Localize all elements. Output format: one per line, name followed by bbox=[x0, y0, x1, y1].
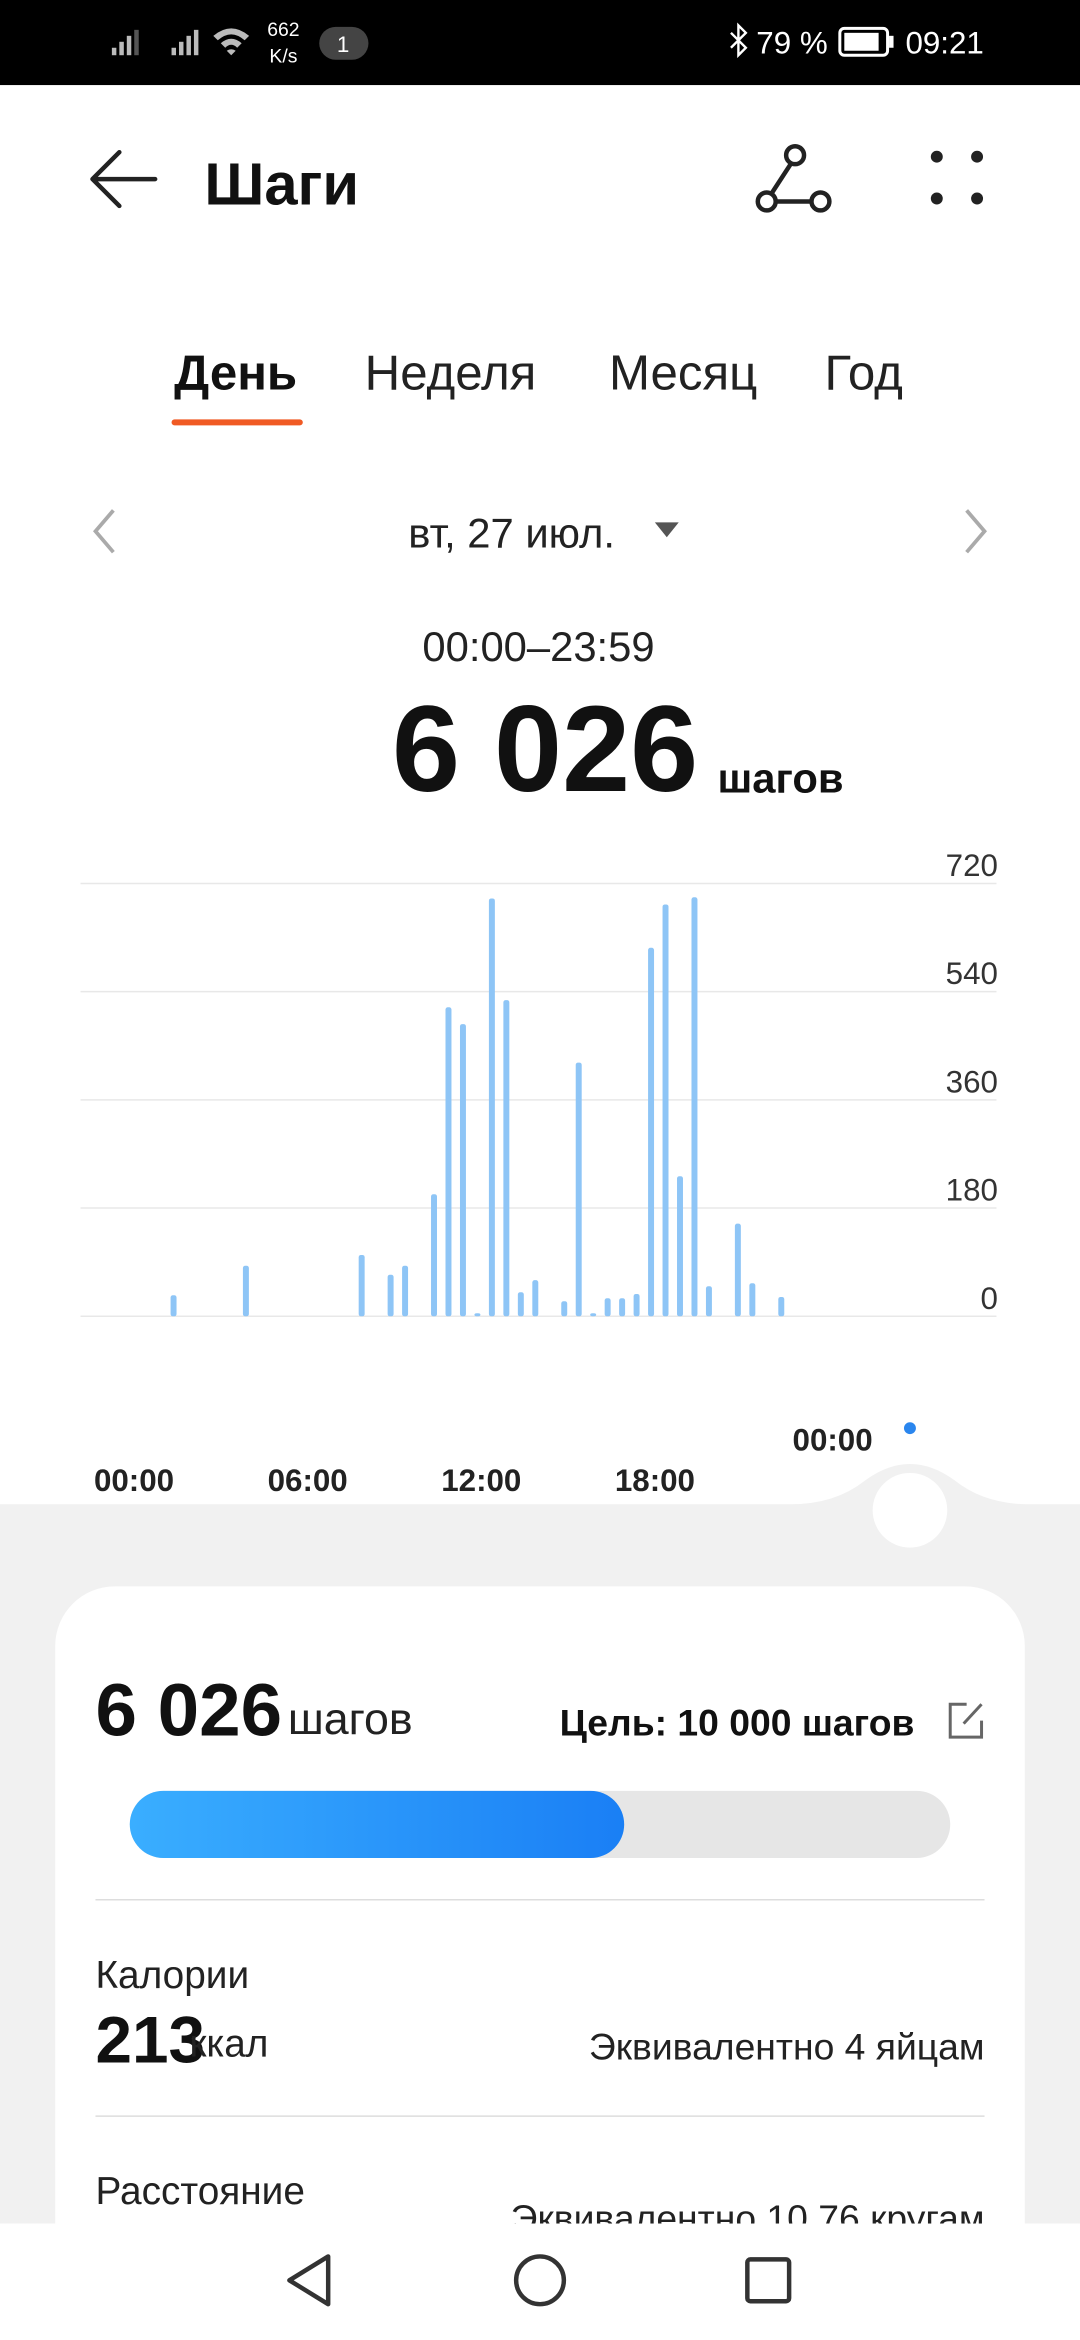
bar bbox=[734, 1223, 741, 1317]
signal-icons bbox=[111, 28, 250, 56]
total-steps-unit: шагов bbox=[718, 754, 844, 801]
bar bbox=[170, 1295, 177, 1317]
battery-tip bbox=[889, 35, 894, 48]
battery-level bbox=[844, 32, 879, 51]
progress-fill bbox=[129, 1790, 625, 1858]
network-speed: 662 bbox=[267, 19, 299, 41]
more-menu[interactable] bbox=[930, 150, 984, 205]
bar bbox=[561, 1301, 568, 1317]
bar bbox=[459, 1024, 466, 1317]
x-tick-label: 12:00 bbox=[441, 1463, 521, 1498]
nav-bar bbox=[0, 2223, 1080, 2340]
bar bbox=[604, 1298, 611, 1317]
goal: Цель: 10 000 шагов bbox=[560, 1702, 915, 1744]
tab[interactable]: Месяц bbox=[609, 345, 757, 400]
y-tick-label: 720 bbox=[946, 848, 998, 883]
clock: 09:21 bbox=[905, 26, 983, 61]
battery-icon bbox=[838, 26, 890, 57]
nav-back[interactable] bbox=[287, 2254, 331, 2307]
calories-title: Калории bbox=[95, 1954, 249, 1997]
bar bbox=[488, 898, 495, 1317]
nav-recents[interactable] bbox=[745, 2257, 792, 2304]
cursor-dot bbox=[903, 1422, 916, 1435]
network-speed-unit: K/s bbox=[269, 46, 297, 68]
calories-unit: ккал bbox=[189, 2022, 268, 2065]
bar bbox=[445, 1007, 452, 1317]
tab[interactable]: Неделя bbox=[365, 345, 537, 400]
bar bbox=[503, 1000, 510, 1317]
bar bbox=[677, 1176, 683, 1317]
notification-count: 1 bbox=[337, 32, 349, 57]
bar bbox=[619, 1298, 626, 1317]
bar bbox=[648, 947, 655, 1317]
bar bbox=[633, 1294, 640, 1317]
route-button[interactable] bbox=[755, 144, 832, 213]
bar bbox=[532, 1280, 539, 1317]
bar bbox=[705, 1286, 712, 1317]
calories-equivalent: Эквивалентно 4 яйцам bbox=[589, 2025, 985, 2067]
x-tick-label: 18:00 bbox=[615, 1463, 695, 1498]
bar bbox=[590, 1313, 597, 1317]
bar bbox=[474, 1313, 481, 1317]
tab[interactable]: День bbox=[174, 345, 297, 400]
bar bbox=[517, 1292, 524, 1317]
date[interactable]: вт, 27 июл. bbox=[408, 510, 615, 557]
chart: 0 180 360 540 720 00:00 06:00 12:00 18:00 00:00 bbox=[80, 848, 998, 1498]
y-tick-label: 180 bbox=[946, 1173, 998, 1208]
bar bbox=[778, 1297, 785, 1317]
bar bbox=[749, 1283, 756, 1317]
bar bbox=[402, 1265, 409, 1317]
previous-day[interactable] bbox=[93, 509, 115, 554]
x-tick-label: 00:00 bbox=[94, 1463, 174, 1498]
bar bbox=[575, 1062, 582, 1317]
tab-indicator bbox=[171, 419, 303, 426]
notification-badge bbox=[319, 26, 369, 60]
nav-home[interactable] bbox=[513, 2254, 567, 2307]
distance-equivalent: Эквивалентно 10,76 кругам bbox=[511, 2197, 985, 2239]
bar bbox=[691, 897, 698, 1317]
time-range: 00:00–23:59 bbox=[422, 623, 654, 670]
y-tick-label: 360 bbox=[946, 1064, 998, 1099]
y-tick-label: 540 bbox=[946, 956, 998, 991]
bar bbox=[387, 1274, 394, 1317]
steps-value: 6 026 bbox=[95, 1668, 282, 1752]
steps-unit: шагов bbox=[288, 1694, 413, 1744]
cursor-handle[interactable] bbox=[872, 1472, 948, 1548]
battery-percent: 79 % bbox=[756, 26, 827, 61]
total-steps: 6 026 bbox=[392, 680, 698, 817]
page-title: Шаги bbox=[204, 150, 359, 217]
edit-goal[interactable] bbox=[948, 1702, 984, 1739]
bar bbox=[358, 1254, 365, 1317]
bluetooth-icon bbox=[730, 22, 748, 59]
cursor-label: 00:00 bbox=[793, 1423, 873, 1458]
y-tick-label: 0 bbox=[981, 1281, 998, 1316]
bar bbox=[431, 1194, 437, 1317]
back-button[interactable] bbox=[90, 149, 158, 209]
summary-card bbox=[55, 1586, 1025, 2224]
next-day[interactable] bbox=[965, 509, 987, 554]
distance-title: Расстояние bbox=[95, 2170, 304, 2213]
x-tick-label: 06:00 bbox=[268, 1463, 348, 1498]
tab[interactable]: Год bbox=[825, 345, 903, 400]
bar bbox=[662, 904, 669, 1317]
date-dropdown[interactable] bbox=[654, 522, 679, 538]
calories-value: 213 bbox=[95, 2003, 204, 2076]
bar bbox=[242, 1265, 249, 1317]
